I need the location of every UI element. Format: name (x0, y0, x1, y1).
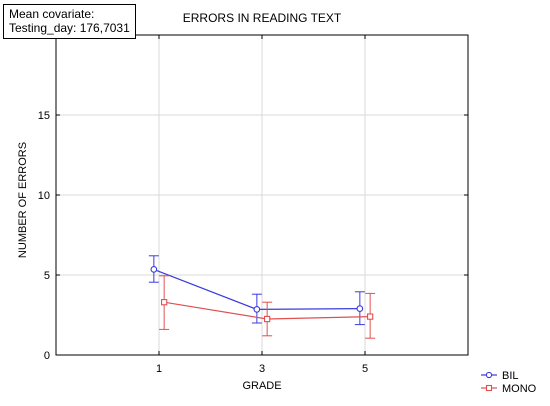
legend-marker (485, 384, 493, 392)
data-point (366, 313, 374, 320)
covariate-line-2: Testing_day: 176,7031 (9, 21, 130, 35)
y-tick-label: 15 (38, 110, 50, 122)
data-point (161, 299, 168, 306)
legend-item-bil: BIL (481, 370, 519, 382)
data-point (263, 315, 271, 323)
x-tick-label: 3 (259, 363, 265, 375)
series-layer (148, 255, 376, 339)
data-point (253, 306, 261, 313)
data-point (150, 266, 158, 273)
covariate-box: Mean covariate: Testing_day: 176,7031 (3, 4, 136, 39)
covariate-line-1: Mean covariate: (9, 7, 95, 21)
y-tick-label: 10 (38, 190, 50, 202)
chart-title: ERRORS IN READING TEXT (183, 11, 342, 25)
y-tick-label: 0 (44, 350, 50, 362)
legend-item-mono: MONO (481, 383, 537, 395)
data-point (356, 305, 364, 312)
legend-label: MONO (502, 383, 537, 395)
x-tick-label: 1 (156, 363, 162, 375)
legend-label: BIL (502, 370, 519, 382)
grid (56, 35, 468, 355)
y-tick-label: 5 (44, 270, 50, 282)
series-mono (159, 275, 376, 339)
x-axis-label: GRADE (242, 380, 281, 392)
legend-marker (485, 371, 493, 379)
x-tick-label: 5 (362, 363, 368, 375)
y-axis-label: NUMBER OF ERRORS (17, 142, 29, 258)
series-bil (148, 255, 365, 326)
